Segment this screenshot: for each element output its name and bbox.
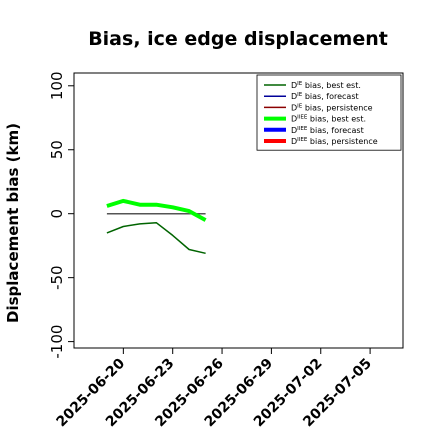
legend-box <box>256 74 402 151</box>
chart-title: Bias, ice edge displacement <box>88 28 388 50</box>
y-tick-label: 100 <box>48 71 66 100</box>
series-line-0 <box>106 221 206 255</box>
legend-entry: DIIEE bias, persistence <box>291 137 378 146</box>
legend-entry: DIIEE bias, best est. <box>291 115 366 124</box>
y-axis: -100 -50 0 50 100 <box>48 71 74 359</box>
series-line-3 <box>106 198 207 222</box>
legend-entry: DIE bias, persistence <box>291 103 373 112</box>
y-tick-label: 0 <box>48 209 66 219</box>
y-tick-label: -100 <box>48 325 66 359</box>
legend-entry: DIE bias, forecast <box>291 92 359 101</box>
plot-frame <box>73 72 404 349</box>
y-tick-label: -50 <box>48 265 66 290</box>
plot-area <box>106 198 207 255</box>
legend: DIE bias, best est. DIE bias, forecast DIE… <box>256 74 402 151</box>
y-axis-label: Displacement bias (km) <box>4 123 22 323</box>
legend-entry: DIE bias, best est. <box>291 81 361 90</box>
legend-entry: DIIEE bias, forecast <box>291 126 364 135</box>
y-tick-label: 50 <box>48 140 66 159</box>
x-axis: 2025-06-202025-06-232025-06-262025-06-29… <box>54 348 375 430</box>
